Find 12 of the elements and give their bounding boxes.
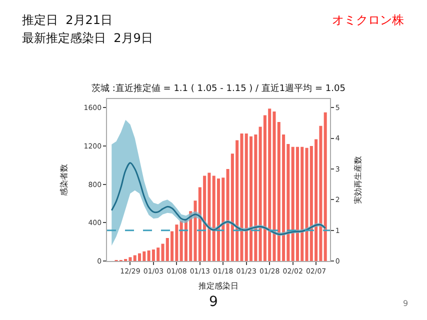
y-axis-title: 感染者数 <box>59 164 68 196</box>
text: 最新推定感染日 2月9日 <box>22 31 153 45</box>
text: 9 <box>403 299 408 308</box>
bar <box>216 178 220 261</box>
x-axis-title: 推定感染日 <box>198 282 238 290</box>
bar <box>324 112 327 261</box>
text: オミクロン株 <box>332 13 404 27</box>
text: 9 <box>209 294 218 310</box>
text: 推定日 2月21日 <box>22 13 113 27</box>
y2-axis-title: 実効再生産数 <box>354 156 362 204</box>
chart-title: 茨城 :直近推定値 = 1.1 ( 1.05 - 1.15 ) / 直近1週平均 = 1.05 <box>92 83 346 94</box>
line-series <box>110 162 326 236</box>
